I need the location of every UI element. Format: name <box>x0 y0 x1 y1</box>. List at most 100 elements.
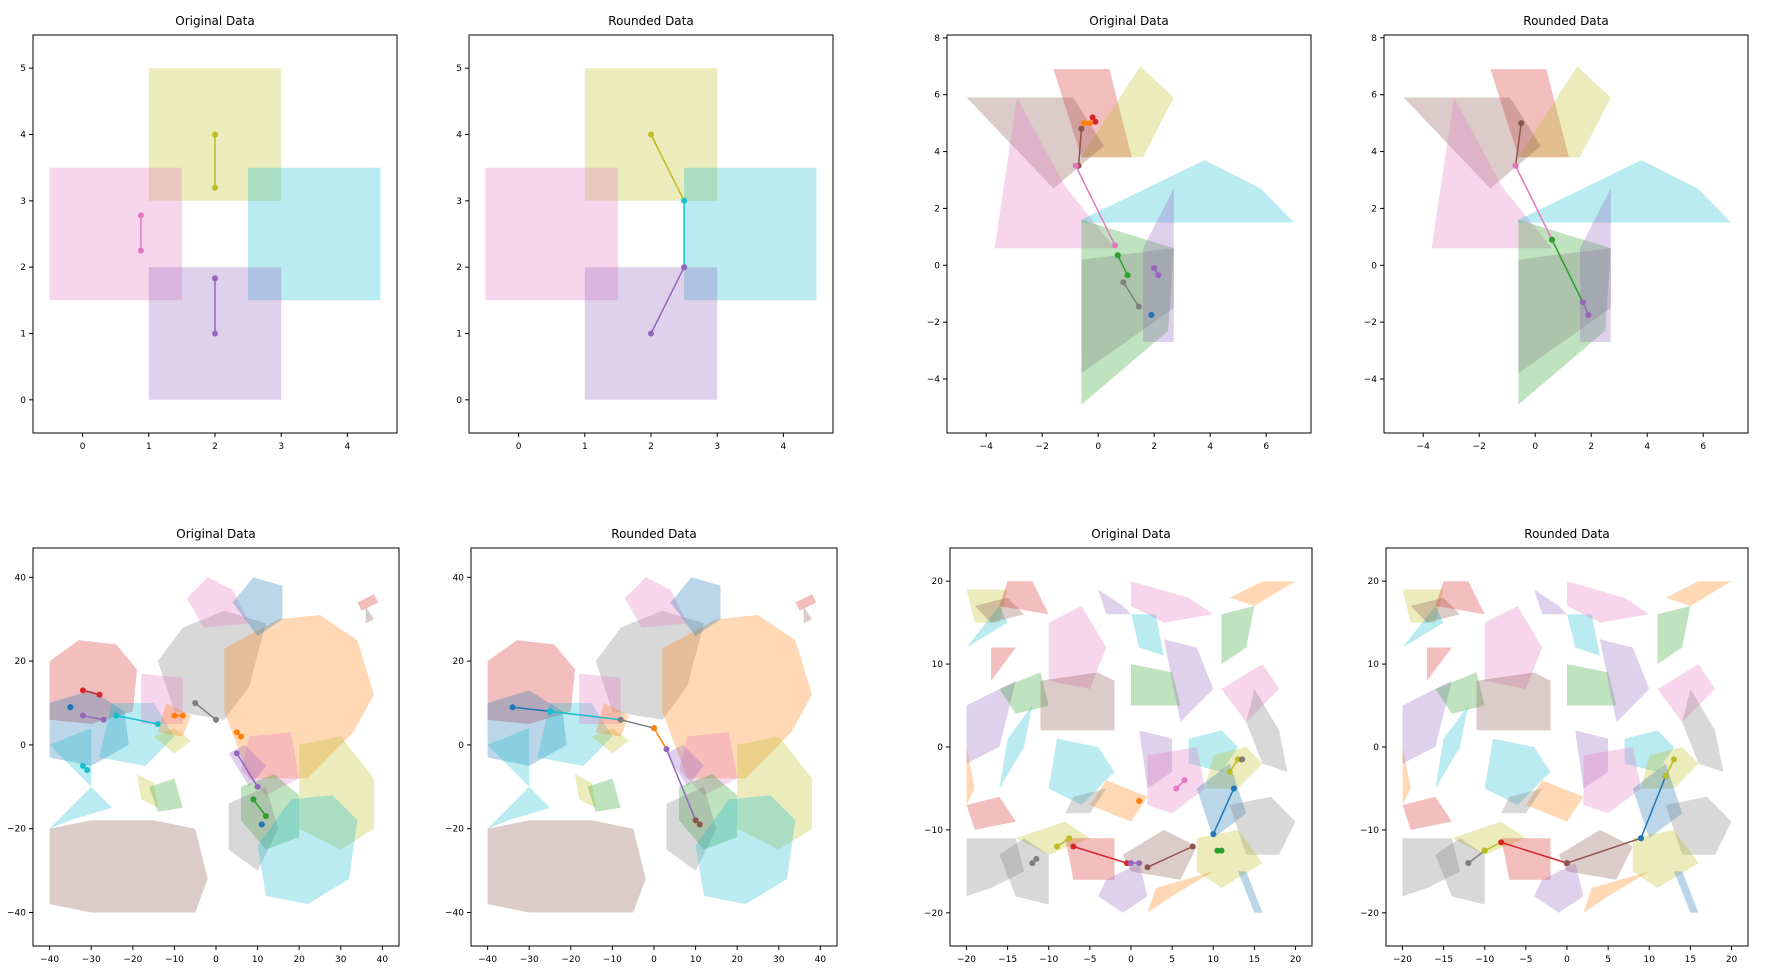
region-polygon <box>1081 248 1174 374</box>
data-point <box>1579 299 1586 306</box>
region-polygon <box>1402 796 1452 830</box>
y-tick-label: 0 <box>934 261 940 271</box>
y-tick-label: 40 <box>453 573 465 583</box>
region-polygon <box>537 703 613 766</box>
data-point <box>1066 835 1073 842</box>
data-point <box>67 704 74 711</box>
path-segment <box>1122 281 1140 307</box>
data-point <box>696 821 703 828</box>
y-tick-label: −10 <box>924 826 943 836</box>
region-polygon <box>1122 829 1197 880</box>
region-polygon <box>1657 664 1716 723</box>
y-tick-label: 10 <box>932 660 944 670</box>
y-tick-label: 0 <box>20 741 26 751</box>
region-polygon <box>999 705 1033 789</box>
region-polygon <box>1665 581 1732 606</box>
data-point <box>1210 831 1217 838</box>
x-tick-label: 0 <box>516 442 522 452</box>
region-polygon <box>966 747 975 805</box>
x-tick-label: 20 <box>293 955 305 965</box>
x-tick-label: 30 <box>335 955 347 965</box>
x-tick-label: −15 <box>998 955 1017 965</box>
chart-panel-8: Rounded Data −20 −15 −10 −5 0 5 10 15 20 −20 −10 0 10… <box>1360 527 1749 965</box>
path-segment <box>1640 775 1667 839</box>
region-polygon <box>485 167 618 301</box>
region-polygon <box>1229 796 1296 855</box>
data-point <box>250 796 257 803</box>
path-segment <box>82 714 104 721</box>
region-polygon <box>257 795 358 905</box>
region-polygon <box>1040 672 1115 731</box>
data-point <box>213 716 219 723</box>
region-polygon <box>1484 738 1551 805</box>
data-point <box>1029 860 1036 867</box>
y-tick-label: 2 <box>456 263 462 273</box>
data-point <box>79 712 86 719</box>
data-point <box>681 264 688 271</box>
region-polygon <box>232 577 283 636</box>
path-segment <box>1073 845 1128 864</box>
y-tick-label: 40 <box>15 573 27 583</box>
region-polygon <box>1567 581 1650 623</box>
y-tick-label: 8 <box>1371 34 1377 44</box>
region-polygon <box>587 778 621 812</box>
data-point <box>212 275 218 282</box>
data-point <box>547 708 553 715</box>
x-tick-label: −40 <box>478 955 497 965</box>
x-tick-label: 0 <box>80 442 86 452</box>
path-segment <box>236 752 259 788</box>
x-tick-label: −4 <box>980 442 994 452</box>
data-point <box>233 729 240 736</box>
x-tick-label: −20 <box>561 955 580 965</box>
region-polygon <box>1518 66 1611 158</box>
y-tick-label: −2 <box>1364 318 1377 328</box>
y-tick-label: −40 <box>7 908 26 918</box>
region-polygon <box>991 647 1016 681</box>
y-tick-label: 2 <box>20 263 26 273</box>
x-tick-label: 15 <box>1249 955 1260 965</box>
y-tick-label: 4 <box>934 148 940 158</box>
region-polygon <box>1665 796 1732 855</box>
region-polygon <box>1098 589 1131 615</box>
data-point <box>1189 843 1196 850</box>
chart-title: Original Data <box>1089 14 1168 28</box>
region-polygon <box>1558 829 1633 880</box>
region-polygon <box>1534 589 1567 615</box>
plot-area <box>966 66 1295 405</box>
data-point <box>1239 756 1246 763</box>
path-segment <box>1484 841 1502 852</box>
data-point <box>212 330 218 337</box>
plot-area <box>966 581 1296 913</box>
y-tick-label: 10 <box>1368 660 1380 670</box>
x-tick-label: 40 <box>815 955 827 965</box>
data-point <box>238 733 244 740</box>
plot-area <box>1403 66 1732 405</box>
region-polygon <box>1065 838 1115 880</box>
region-polygon <box>994 97 1115 249</box>
x-tick-label: −10 <box>1475 955 1494 965</box>
region-polygon <box>670 577 721 636</box>
x-tick-label: 4 <box>780 442 786 452</box>
chart-title: Original Data <box>1091 527 1170 541</box>
region-polygon <box>1147 747 1205 814</box>
path-segment <box>1117 254 1129 276</box>
region-polygon <box>1490 69 1569 158</box>
data-point <box>1181 777 1188 784</box>
y-tick-label: 4 <box>20 131 26 141</box>
region-polygon <box>1238 871 1263 913</box>
path-segment <box>1566 837 1642 864</box>
x-tick-label: −4 <box>1417 442 1431 452</box>
region-polygon <box>1081 66 1174 158</box>
data-point <box>509 704 516 711</box>
data-point <box>1081 120 1088 127</box>
y-tick-label: 0 <box>937 743 943 753</box>
region-polygon <box>1518 219 1611 405</box>
x-tick-label: 20 <box>731 955 743 965</box>
data-point <box>100 716 107 723</box>
region-polygon <box>1534 863 1584 913</box>
region-polygon <box>966 606 1008 648</box>
data-point <box>1078 125 1085 132</box>
x-tick-label: −30 <box>82 955 101 965</box>
y-tick-label: 6 <box>934 91 940 101</box>
y-tick-label: −20 <box>1360 909 1379 919</box>
